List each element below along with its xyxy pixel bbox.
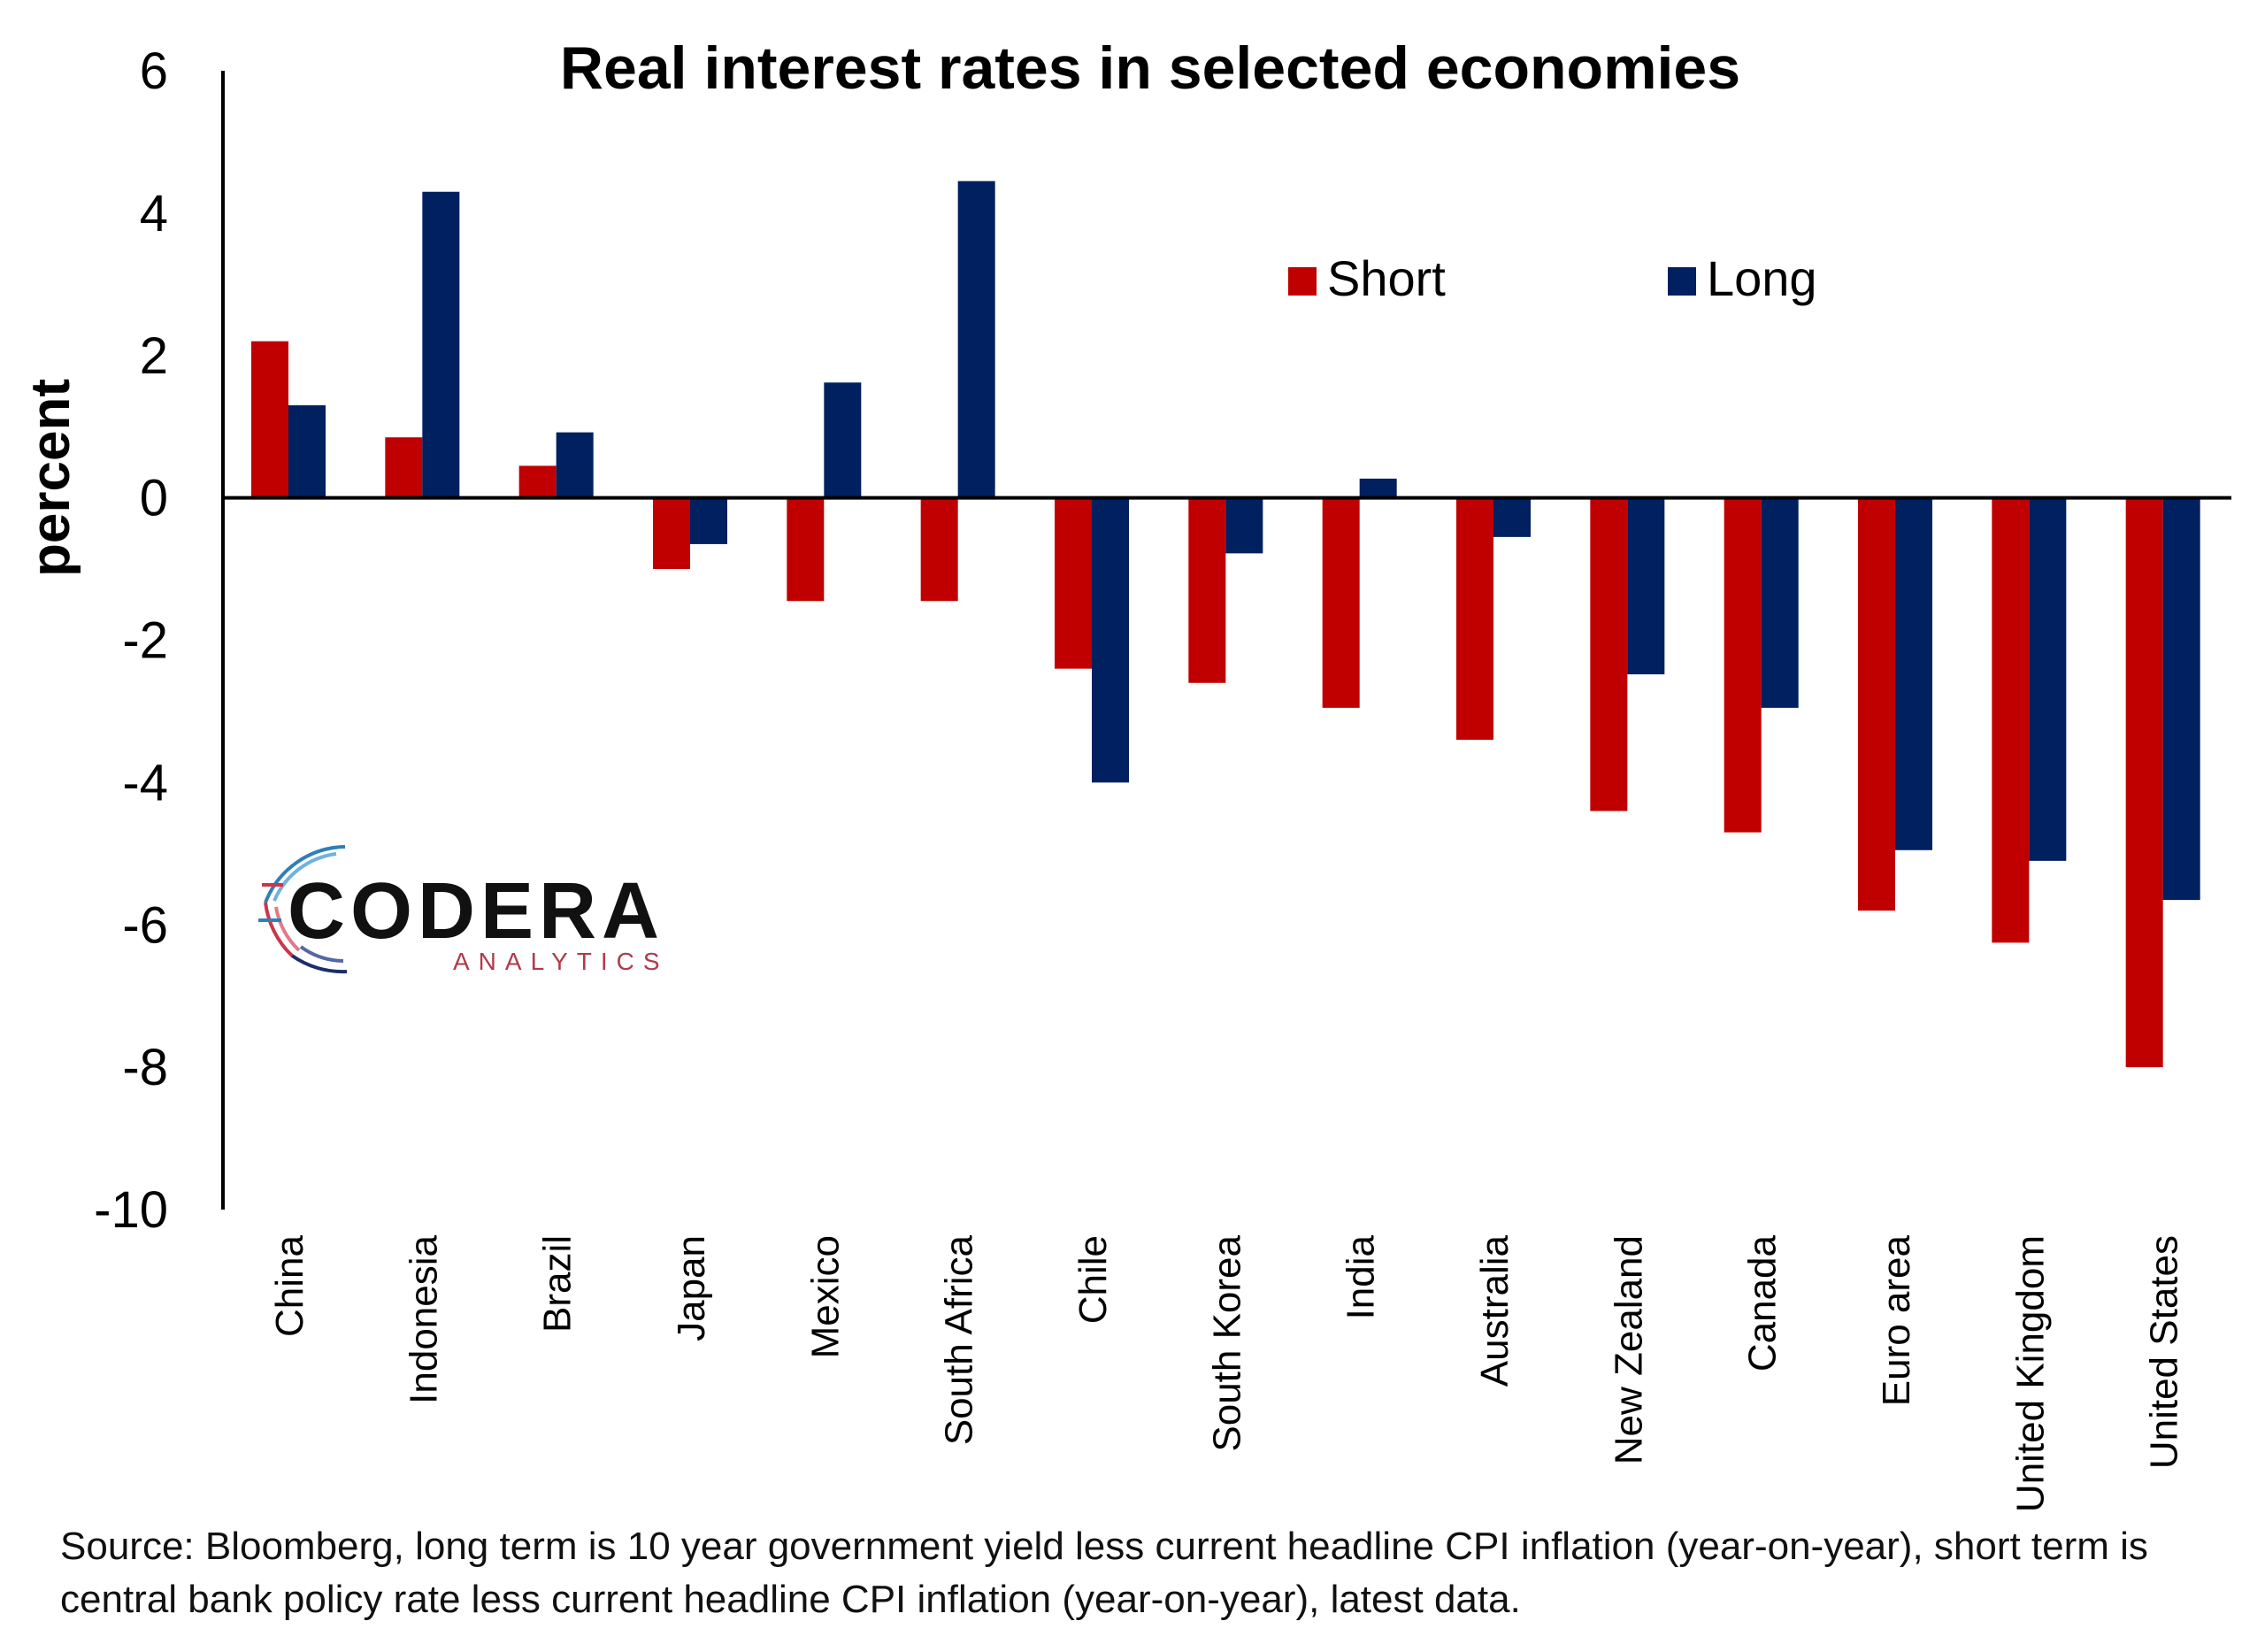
y-tick-label: -2	[122, 612, 168, 670]
bar-short-united-kingdom	[1992, 497, 2030, 943]
bar-long-united-states	[2162, 497, 2200, 901]
y-tick-labels: 6 4 2 0 -2 -4 -6 -8 -10	[94, 42, 168, 1239]
bar-long-south-korea	[1225, 497, 1263, 554]
bar-long-new-zealand	[1627, 497, 1665, 675]
chart-title: Real interest rates in selected economie…	[560, 35, 1740, 102]
x-tick-label: New Zealand	[1607, 1235, 1650, 1464]
bar-short-canada	[1724, 497, 1762, 833]
axes-layer	[221, 71, 2231, 1210]
bar-long-brazil	[556, 432, 594, 498]
source-note: Source: Bloomberg, long term is 10 year …	[60, 1525, 2148, 1621]
bar-short-japan	[653, 497, 690, 570]
bar-long-mexico	[824, 382, 862, 498]
bar-short-south-korea	[1188, 497, 1226, 683]
bar-short-south-africa	[920, 497, 958, 602]
y-tick-label: -6	[122, 896, 168, 954]
y-tick-label: 4	[140, 185, 168, 242]
bar-long-india	[1359, 478, 1397, 498]
bar-short-china	[251, 341, 288, 498]
x-tick-label: United Kingdom	[2008, 1235, 2052, 1512]
legend-swatch-short	[1288, 267, 1317, 296]
y-tick-label: -10	[94, 1181, 168, 1239]
bar-short-euro-area	[1858, 497, 1895, 911]
legend: Short Long	[1288, 250, 1817, 306]
bar-long-chile	[1092, 497, 1129, 783]
bar-short-australia	[1456, 497, 1493, 741]
logo-name: CODERA	[288, 867, 664, 956]
y-tick-label: 2	[140, 327, 168, 385]
bar-long-japan	[690, 497, 727, 544]
y-tick-label: -4	[122, 754, 168, 811]
bar-short-united-states	[2125, 497, 2163, 1068]
x-tick-label: Canada	[1741, 1234, 1785, 1372]
legend-label-long: Long	[1707, 250, 1817, 306]
bar-short-india	[1322, 497, 1360, 708]
bar-long-australia	[1493, 497, 1531, 537]
x-tick-label: Chile	[1071, 1235, 1115, 1324]
bar-long-united-kingdom	[2029, 497, 2067, 861]
legend-label-short: Short	[1327, 250, 1446, 306]
bar-long-indonesia	[422, 191, 460, 498]
logo-subtitle: ANALYTICS	[453, 948, 669, 975]
bar-short-indonesia	[385, 437, 423, 498]
x-tick-label: Japan	[670, 1235, 713, 1341]
x-tick-label: Euro area	[1875, 1234, 1918, 1406]
x-tick-label: Indonesia	[402, 1234, 445, 1403]
y-axis-label: percent	[20, 379, 81, 577]
x-tick-label: United States	[2143, 1235, 2186, 1469]
x-tick-label: India	[1340, 1234, 1383, 1319]
x-tick-label: South Africa	[938, 1234, 981, 1445]
bar-short-mexico	[787, 497, 825, 602]
legend-swatch-long	[1668, 267, 1696, 296]
y-tick-label: -8	[122, 1039, 168, 1096]
y-tick-label: 0	[140, 470, 168, 527]
bar-long-euro-area	[1895, 497, 1932, 850]
bar-short-brazil	[518, 465, 557, 498]
codera-logo: CODERA ANALYTICS	[258, 845, 669, 975]
y-tick-label: 6	[140, 42, 168, 100]
x-tick-label: Brazil	[536, 1235, 580, 1333]
bars-layer	[251, 181, 2200, 1068]
x-tick-labels: China Indonesia Brazil Japan Mexico South Afr…	[268, 1234, 2186, 1512]
bar-long-china	[288, 405, 326, 498]
bar-short-new-zealand	[1590, 497, 1628, 811]
bar-short-chile	[1055, 497, 1092, 669]
x-tick-label: South Korea	[1205, 1234, 1248, 1451]
x-tick-label: Australia	[1473, 1234, 1516, 1387]
logo-emblem-icon	[258, 845, 348, 974]
bar-long-canada	[1761, 497, 1799, 708]
bar-long-south-africa	[957, 181, 995, 498]
x-tick-label: China	[268, 1234, 311, 1336]
x-tick-label: Mexico	[803, 1235, 847, 1358]
